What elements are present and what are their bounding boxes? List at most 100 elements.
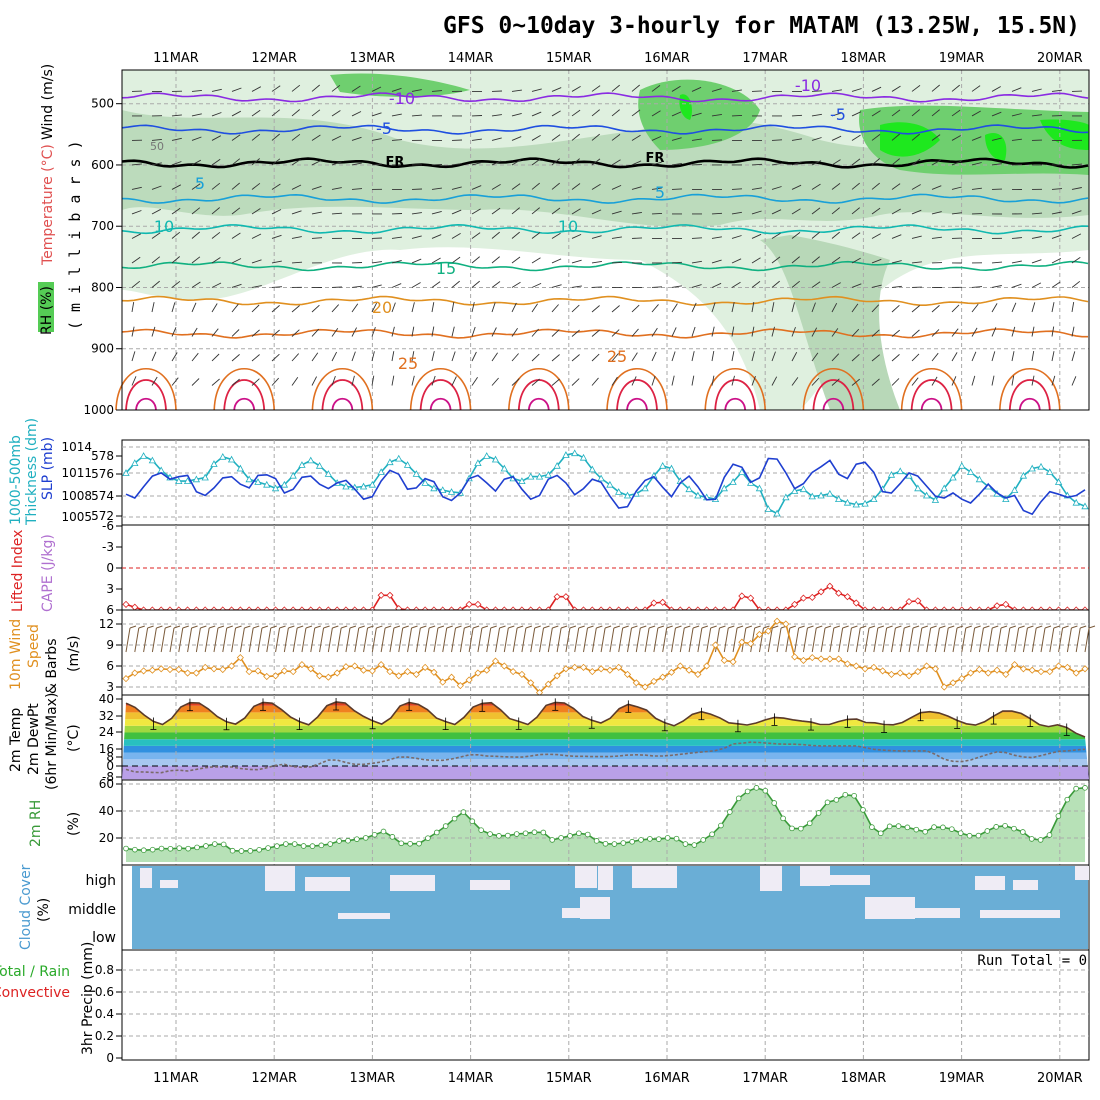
rh2m-line-point [576, 830, 582, 837]
lifted-index-line-point [650, 599, 658, 607]
wind-barb [931, 236, 942, 239]
wind-barb [271, 158, 281, 166]
rh2m-line-point [620, 840, 627, 846]
wind-barb [851, 378, 860, 386]
wind10m-barb [266, 627, 272, 653]
temp2m-series [122, 698, 1089, 774]
wind10m-barb [635, 627, 641, 653]
date-label-bottom: 17MAR [742, 1071, 788, 1086]
wind10m-barb [873, 627, 879, 653]
wind10m-speed-line-point [456, 682, 464, 690]
wind10m-speed-line-point [1002, 670, 1010, 678]
wind-barb [371, 163, 383, 166]
rh2m-fill [126, 787, 1085, 862]
wind10m-barb-flag [833, 625, 841, 629]
wind-barb [951, 84, 960, 92]
wind-barb [971, 187, 982, 190]
wind10m-barb [248, 627, 254, 653]
wind-barb [311, 376, 317, 386]
wind10m-barb [204, 627, 210, 653]
wind-barb [731, 258, 742, 264]
tick-label: 40 [99, 692, 114, 706]
wind10m-barb [1084, 627, 1090, 653]
lifted-index-line-point [465, 600, 473, 608]
rh2m-line-point [655, 836, 662, 842]
wind10m-barb [451, 627, 457, 653]
temp-band [122, 725, 1089, 733]
wind-barb [951, 109, 961, 117]
wind10m-barb [1066, 627, 1072, 653]
wind10m-barb [802, 627, 808, 653]
wind-barb [371, 138, 382, 141]
isotherm-line [121, 295, 1089, 307]
wind-barb [251, 133, 261, 141]
thickness-line-point [439, 486, 447, 493]
wind-barb [411, 282, 421, 288]
rh2m-line-point [806, 820, 813, 827]
wind-barb [1051, 326, 1055, 337]
wind10m-speed-line-point [870, 663, 878, 671]
wind-barb [231, 110, 242, 117]
wind10m-speed-line-point [588, 668, 596, 676]
wind-barb [551, 87, 562, 92]
rh2m-line-point [753, 785, 760, 791]
wind10m-barb-flag [481, 625, 489, 629]
wind10m-barb [794, 627, 800, 653]
wind-barb [591, 158, 601, 166]
wind-barb [1011, 138, 1022, 141]
thickness-label-top: 1000-500mb [8, 435, 24, 525]
rh-shade-bright [985, 132, 1007, 161]
wind-barb [251, 259, 262, 264]
isotherm-line [121, 124, 1089, 135]
wind-barb [231, 134, 241, 141]
wind-barb [691, 86, 702, 92]
wind10m-speed-line-point [447, 673, 456, 681]
wind10m-barb-flag [235, 625, 242, 629]
thickness-line-point [386, 458, 394, 466]
thickness-line-point [298, 461, 306, 468]
wind-barb [831, 183, 841, 190]
rh2m-line-point [505, 832, 511, 839]
thickness-slp-series [122, 449, 1089, 517]
wind-barb [831, 135, 842, 141]
isotherm-loop [508, 368, 570, 411]
wind10m-barb-flag [1088, 625, 1096, 629]
wind-barb [451, 302, 455, 313]
wind-barb [131, 302, 135, 313]
wind10m-speed-line-point [1063, 663, 1071, 671]
wind10m-barb [785, 627, 791, 653]
temp-band [122, 759, 1089, 766]
rh2m-line-point [602, 840, 609, 847]
wind-barb [211, 257, 221, 264]
wind-barb [1071, 351, 1076, 362]
temp2m-units: (°C) [66, 724, 82, 752]
wind-barb [1031, 212, 1043, 215]
wind10m-barb [301, 627, 307, 653]
isotherm-loop [125, 379, 167, 411]
cloud-gap [900, 908, 960, 918]
wind-barb [351, 136, 362, 141]
date-label-bottom: 20MAR [1037, 1071, 1083, 1086]
wind-barb [951, 352, 958, 362]
rh2m-line-point [318, 842, 325, 849]
wind10m-barb-flag [992, 625, 999, 629]
thickness-line-point [183, 477, 192, 484]
isotherm-line [121, 260, 1089, 272]
wind-barb [711, 259, 722, 264]
thickness-line-point [447, 488, 456, 495]
rh2m-line-point [416, 840, 422, 847]
wind-barb [371, 326, 376, 337]
wind-barb [211, 135, 222, 141]
wind-barb [871, 354, 880, 362]
wind10m-barb [600, 627, 606, 653]
slp-tick-label: 1005 [61, 510, 92, 524]
thickness-line-point [949, 473, 957, 481]
wind10m-barb [336, 627, 342, 653]
wind-barb [411, 326, 415, 337]
wind-barb [811, 113, 822, 117]
wind-barb [431, 351, 435, 362]
wind10m-label-1: 10m Wind [8, 619, 24, 690]
wind10m-label-2: Speed [26, 624, 42, 668]
wind10m-barb [345, 627, 351, 653]
thickness-line-point [922, 491, 931, 499]
